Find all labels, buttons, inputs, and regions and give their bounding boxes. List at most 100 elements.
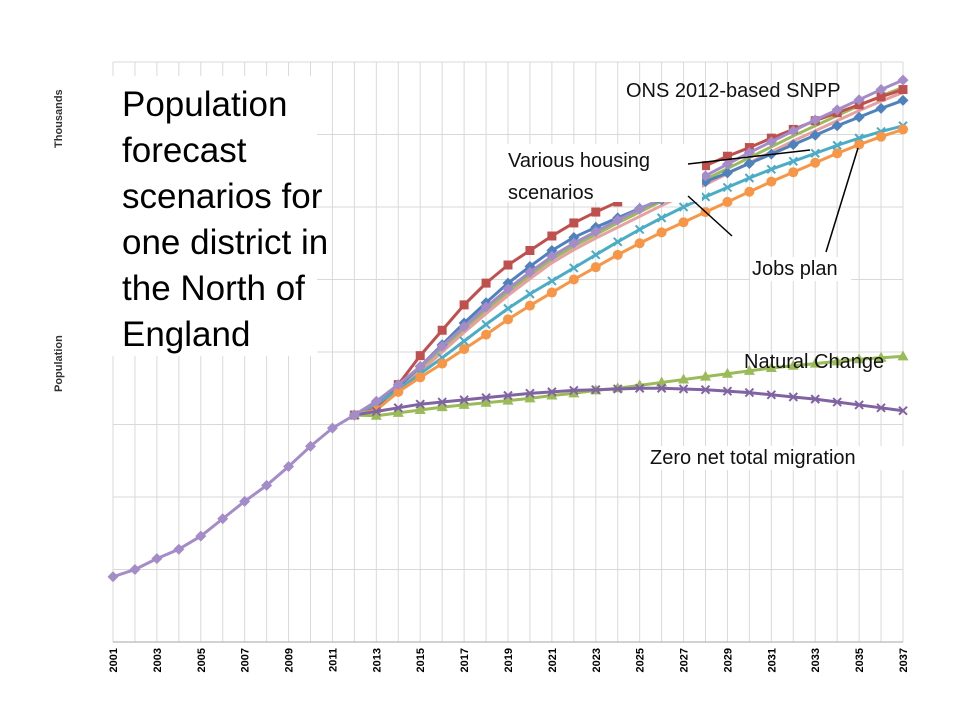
data-point	[525, 388, 535, 399]
data-point	[721, 367, 733, 378]
x-tick-label: 2011	[327, 648, 339, 672]
data-point	[437, 325, 447, 335]
data-point	[787, 139, 799, 151]
data-point	[853, 94, 865, 106]
data-point-stroke	[832, 140, 842, 151]
data-point	[875, 102, 887, 114]
data-point	[393, 386, 404, 397]
data-point	[546, 287, 557, 298]
data-point	[612, 249, 623, 260]
data-point	[459, 300, 469, 310]
data-point	[239, 495, 251, 507]
data-point	[656, 383, 667, 393]
data-point	[721, 167, 733, 179]
data-point	[436, 401, 448, 412]
data-point	[898, 406, 908, 416]
data-point-stroke	[744, 173, 755, 183]
x-tick-label: 2023	[591, 648, 603, 672]
data-point	[743, 158, 755, 169]
data-point	[875, 351, 887, 362]
x-tick-label: 2033	[810, 648, 822, 672]
x-tick-label: 2027	[679, 648, 691, 672]
data-point-stroke	[700, 384, 711, 395]
data-point	[744, 186, 755, 197]
data-point	[788, 167, 799, 178]
data-point	[766, 164, 777, 175]
data-point	[832, 140, 842, 151]
data-point	[788, 392, 798, 402]
data-point-stroke	[722, 182, 733, 193]
data-point	[415, 351, 425, 361]
data-point	[898, 85, 908, 95]
data-point	[897, 350, 909, 361]
data-point	[876, 131, 887, 142]
data-point	[853, 353, 865, 364]
data-point	[854, 400, 864, 410]
data-point	[590, 226, 602, 238]
housing-leader-line	[687, 149, 811, 165]
data-point	[853, 111, 865, 123]
data-point	[370, 395, 382, 407]
x-tick-label: 2019	[503, 648, 515, 672]
data-point	[788, 156, 798, 167]
jobs-leader-line	[825, 147, 859, 253]
chart-annotations: ONS 2012-based SNPP Various housing scenar…	[506, 80, 912, 470]
series-line	[354, 354, 904, 418]
data-point-stroke	[656, 213, 667, 223]
data-point	[547, 276, 557, 286]
data-point	[525, 289, 535, 299]
data-point	[831, 104, 843, 116]
data-point	[613, 384, 623, 394]
x-axis-ticks: 2001 2003 2005 2007 2009 2011 2013 2015 2017 2019…	[108, 648, 910, 672]
data-point	[832, 148, 843, 159]
data-point	[480, 396, 492, 407]
data-point-stroke	[481, 319, 491, 330]
series-line	[354, 386, 904, 417]
data-point	[765, 361, 777, 372]
data-point	[766, 390, 777, 400]
data-point	[787, 125, 799, 137]
data-point-stroke	[810, 148, 820, 159]
data-point-stroke	[481, 392, 491, 403]
data-point-stroke	[547, 276, 557, 286]
data-point	[656, 227, 667, 238]
data-point	[415, 372, 426, 383]
data-point	[481, 319, 491, 330]
data-point-stroke	[437, 397, 447, 407]
data-point	[481, 278, 491, 288]
data-point-stroke	[569, 385, 579, 396]
x-tick-label: 2025	[635, 648, 647, 672]
data-point	[481, 329, 492, 340]
data-point	[261, 479, 273, 491]
data-point	[392, 406, 404, 417]
data-point	[744, 173, 755, 183]
data-point	[743, 364, 755, 375]
data-point	[173, 543, 185, 555]
data-point	[524, 266, 536, 278]
data-point-stroke	[744, 387, 755, 398]
data-point	[722, 196, 733, 207]
data-point	[809, 129, 821, 141]
data-point	[348, 409, 360, 421]
data-point	[765, 136, 777, 148]
data-point	[436, 340, 448, 352]
data-point	[129, 564, 141, 575]
data-point	[678, 384, 689, 394]
data-point-stroke	[613, 237, 623, 247]
x-tick-label: 2037	[898, 648, 910, 672]
data-point	[546, 250, 558, 262]
data-point-stroke	[832, 397, 842, 407]
data-point	[217, 513, 229, 525]
data-point	[568, 387, 580, 398]
x-tick-label: 2021	[547, 648, 559, 672]
data-point-stroke	[613, 384, 623, 394]
data-point	[459, 344, 470, 355]
data-point	[503, 314, 513, 325]
y-axis-title: Population	[53, 335, 65, 392]
x-tick-label: 2001	[108, 648, 120, 672]
x-tick-label: 2005	[196, 648, 208, 672]
data-point	[568, 237, 580, 249]
data-point	[787, 359, 799, 370]
data-point	[305, 440, 316, 452]
